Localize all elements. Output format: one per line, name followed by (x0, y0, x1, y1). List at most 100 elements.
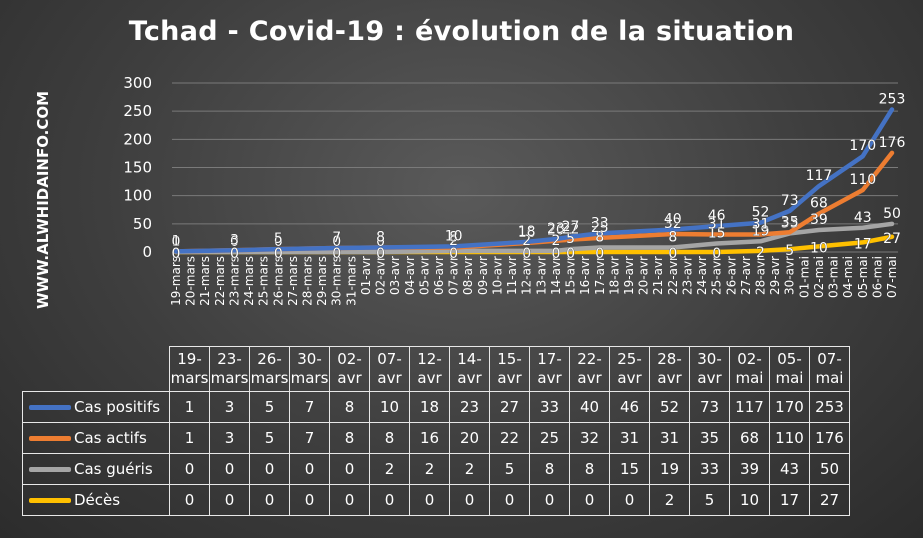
data-label: 5 (785, 243, 794, 259)
x-tick-label: 04-mai (841, 256, 855, 298)
table-cell: 0 (569, 484, 610, 516)
header-day: 25- (617, 350, 642, 368)
data-label: 0 (332, 234, 341, 250)
data-label: 40 (664, 211, 682, 227)
table-row: Cas guéris 0 0 0 0 0 2 2 2 5 8 8 15 19 33 39 43 50 (22, 453, 850, 485)
x-tick-label: 14-avr (549, 256, 563, 295)
table-header-cell: 26- mars (249, 346, 290, 392)
table-cell: 10 (369, 391, 410, 423)
data-label: 25 (591, 220, 609, 236)
data-label: 0 (274, 234, 283, 250)
data-label: 10 (810, 240, 828, 256)
data-label: 0 (274, 246, 283, 262)
header-month: avr (697, 369, 722, 387)
table-corner (23, 347, 170, 392)
x-tick-label: 05-avr (417, 256, 431, 295)
table-cell: 5 (689, 484, 730, 516)
table-row: Cas positifs 1 3 5 7 8 10 18 23 27 33 40 46 52 73 117 17… (22, 391, 850, 423)
legend-cell: Cas positifs (22, 391, 170, 423)
data-label: 5 (274, 231, 283, 247)
x-tick-label: 08-avr (461, 256, 475, 295)
x-tick-label: 18-avr (607, 256, 621, 295)
table-cell: 31 (609, 422, 650, 454)
x-tick-label: 23-avr (680, 256, 694, 295)
table-cell: 40 (569, 391, 610, 423)
table-cell: 0 (209, 453, 250, 485)
data-label: 8 (595, 229, 604, 245)
table-cell: 176 (809, 422, 850, 454)
table-cell: 8 (329, 391, 370, 423)
legend-cell: Cas guéris (22, 453, 170, 485)
header-day: 30- (697, 350, 722, 368)
x-tick-label: 02-mai (812, 256, 826, 298)
table-cell: 0 (169, 453, 210, 485)
header-month: avr (417, 369, 442, 387)
header-day: 19- (177, 350, 202, 368)
header-month: mars (250, 369, 289, 387)
table-cell: 0 (249, 453, 290, 485)
data-label: 19 (752, 223, 770, 239)
x-tick-label: 02-avr (374, 256, 388, 295)
table-cell: 110 (769, 422, 810, 454)
data-label: 31 (708, 217, 726, 233)
data-label: 2 (551, 233, 560, 249)
y-tick-label: 200 (123, 130, 152, 148)
data-label: 7 (332, 230, 341, 246)
header-month: avr (577, 369, 602, 387)
table-cell: 19 (649, 453, 690, 485)
data-label: 16 (518, 225, 536, 241)
data-label: 0 (172, 246, 181, 262)
data-label: 35 (781, 214, 799, 230)
x-tick-label: 15-avr (564, 256, 578, 295)
y-tick-label: 150 (123, 159, 152, 177)
header-day: 22- (577, 350, 602, 368)
x-tick-label: 05-mai (856, 256, 870, 298)
table-cell: 8 (369, 422, 410, 454)
chart-title: Tchad - Covid-19 : évolution de la situa… (128, 16, 795, 47)
header-month: mai (815, 369, 844, 387)
table-header-cell: 22- avr (569, 346, 610, 392)
table-cell: 25 (529, 422, 570, 454)
data-label: 23 (547, 221, 565, 237)
table-cell: 17 (769, 484, 810, 516)
table-row: Cas actifs 1 3 5 7 8 8 16 20 22 25 32 31 31 35 68 110 176 (22, 422, 850, 454)
series-line (173, 221, 895, 255)
y-tick-label: 50 (133, 215, 152, 233)
x-tick-label: 19-avr (622, 256, 636, 295)
x-tick-label: 30-avr (783, 256, 797, 295)
x-tick-label: 06-avr (432, 256, 446, 295)
data-label: 39 (810, 212, 828, 228)
header-month: avr (497, 369, 522, 387)
legend-cell: Décès (22, 484, 170, 516)
x-tick-label: 28-avr (753, 256, 767, 295)
table-header-cell: 30- avr (689, 346, 730, 392)
y-tick-label: 0 (142, 243, 152, 261)
table-cell: 0 (609, 484, 650, 516)
x-tick-label: 06-mai (870, 256, 884, 298)
header-month: mars (170, 369, 209, 387)
table-header-cell: 07- avr (369, 346, 410, 392)
data-label: 1 (172, 233, 181, 249)
x-tick-label: 22-mars (213, 256, 227, 306)
header-month: mai (735, 369, 764, 387)
table-cell: 253 (809, 391, 850, 423)
data-label: 33 (591, 215, 609, 231)
data-label: 1 (172, 233, 181, 249)
header-day: 23- (217, 350, 242, 368)
header-day: 12- (417, 350, 442, 368)
data-label: 32 (664, 216, 682, 232)
header-month: avr (617, 369, 642, 387)
table-cell: 18 (409, 391, 450, 423)
header-month: mars (290, 369, 329, 387)
table-row: Décès 0 0 0 0 0 0 0 0 0 0 0 0 2 5 10 17 27 (22, 484, 850, 516)
table-cell: 31 (649, 422, 690, 454)
header-day: 14- (457, 350, 482, 368)
data-label: 0 (449, 246, 458, 262)
table-header-cell: 30- mars (289, 346, 330, 392)
table-cell: 7 (289, 391, 330, 423)
data-label: 253 (879, 91, 906, 107)
x-tick-label: 04-avr (403, 256, 417, 295)
x-tick-label: 07-mai (885, 256, 899, 298)
table-cell: 0 (169, 484, 210, 516)
